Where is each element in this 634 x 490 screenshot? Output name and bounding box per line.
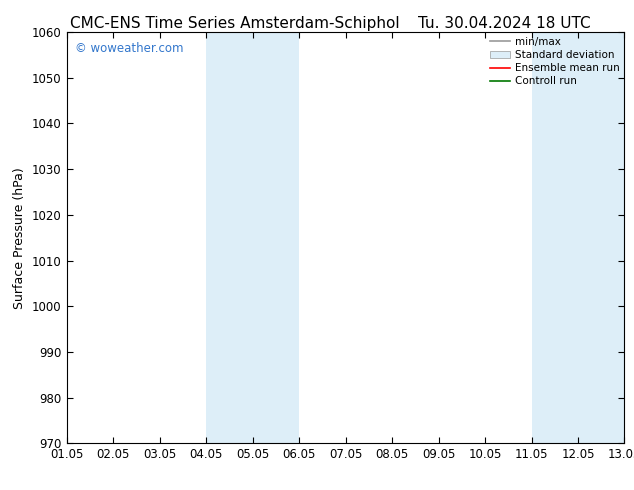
Legend: min/max, Standard deviation, Ensemble mean run, Controll run: min/max, Standard deviation, Ensemble me…	[488, 35, 621, 89]
Text: © woweather.com: © woweather.com	[75, 42, 183, 55]
Y-axis label: Surface Pressure (hPa): Surface Pressure (hPa)	[13, 167, 27, 309]
Bar	[206, 32, 252, 443]
Text: Tu. 30.04.2024 18 UTC: Tu. 30.04.2024 18 UTC	[418, 16, 590, 31]
Text: CMC-ENS Time Series Amsterdam-Schiphol: CMC-ENS Time Series Amsterdam-Schiphol	[70, 16, 399, 31]
Bar	[578, 32, 624, 443]
Bar	[531, 32, 578, 443]
Bar	[252, 32, 299, 443]
